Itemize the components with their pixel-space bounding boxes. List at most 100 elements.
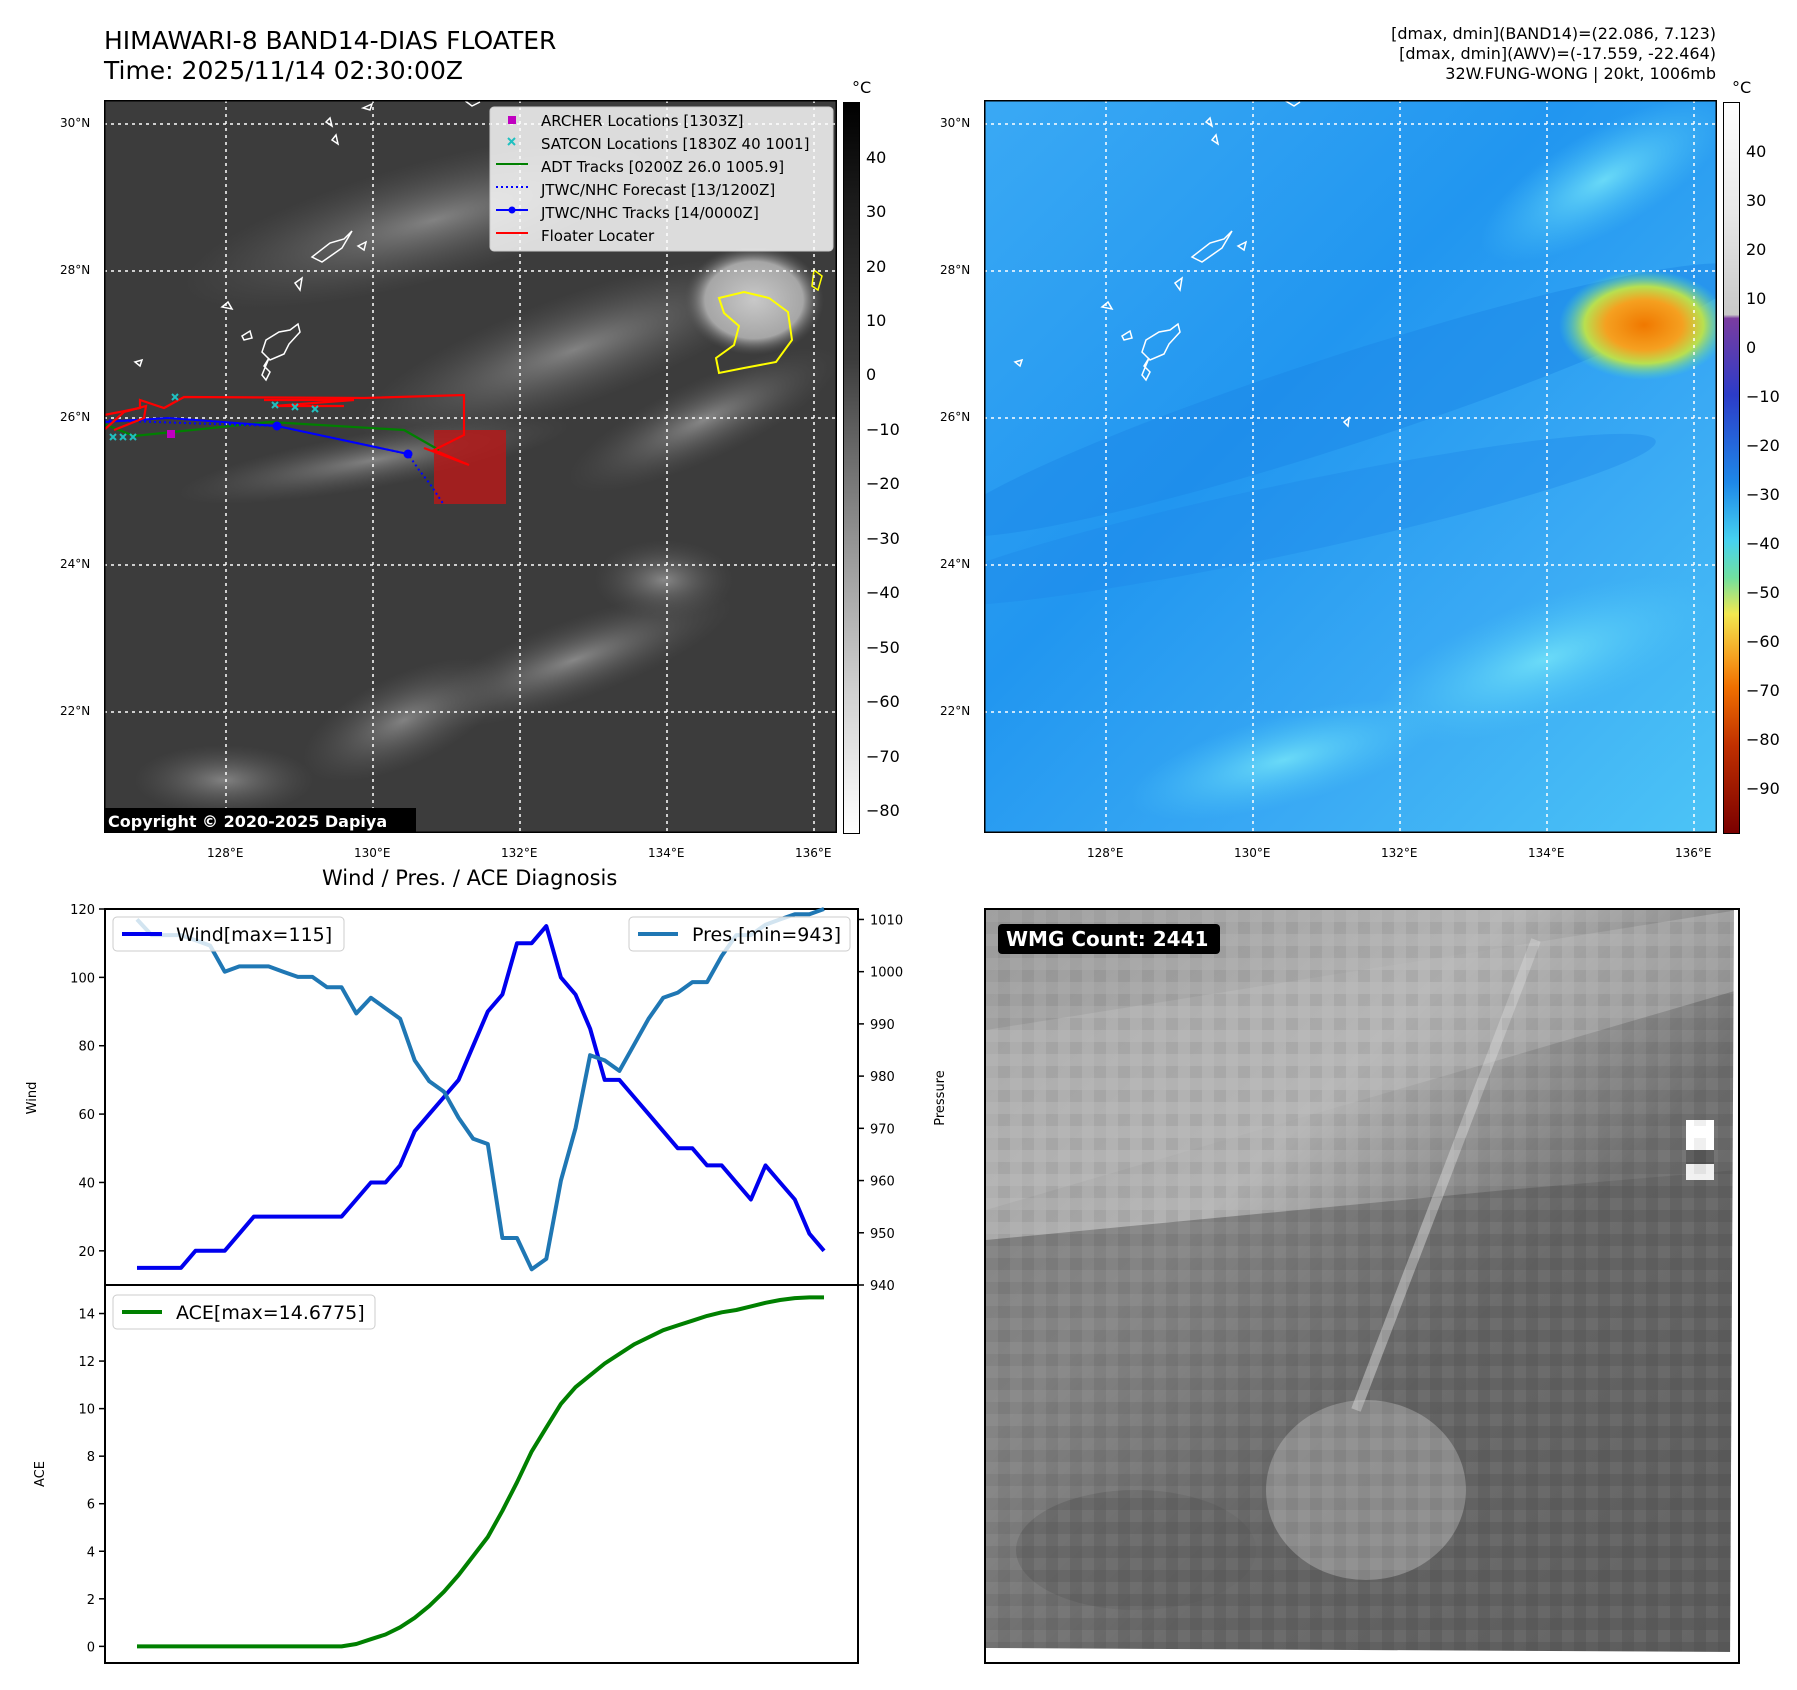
wv-tick: −20 [1746, 436, 1780, 455]
wmg-count-label: WMG Count: 2441 [1006, 927, 1208, 951]
ir-tick: −80 [866, 801, 900, 820]
ir-tick: −60 [866, 692, 900, 711]
legend-marker-track-dot [508, 206, 516, 214]
ir-colorbar-ticks: 40 30 20 10 0 −10 −20 −30 −40 −50 −60 −7… [860, 102, 920, 834]
copyright-box [104, 808, 416, 833]
archer-marker [167, 430, 175, 438]
wv-colorbar [1723, 102, 1740, 834]
ir-map-svg: Copyright © 2020-2025 Dapiya ARCHER Loca… [103, 99, 841, 833]
moist-cluster [1373, 576, 1715, 744]
ace-legend-label: ACE[max=14.6775] [176, 1302, 365, 1324]
pressure-legend-label: Pres.[min=943] [692, 924, 841, 946]
wv-tick: 40 [1746, 142, 1767, 161]
wmg-image: WMG Count: 2441 [986, 910, 1738, 1662]
cloud-cluster [302, 658, 506, 782]
lon-label: 132°E [501, 846, 538, 860]
wind-tick-label: 60 [78, 1108, 95, 1123]
lon-label: 130°E [354, 846, 391, 860]
ir-tick: 10 [866, 311, 887, 330]
wv-tick: −60 [1746, 632, 1780, 651]
wv-map-panel [912, 97, 1744, 833]
jtwc-track-point [403, 449, 413, 459]
wv-colorbar-unit: °C [1732, 78, 1752, 97]
wmg-bottom-edge [986, 1648, 1738, 1662]
ace-axes-frame [104, 1284, 859, 1664]
lon-label: 134°E [648, 846, 685, 860]
ace-tick-label: 0 [87, 1640, 95, 1655]
diagnosis-chart: 1201008060402010101000990980970960950940… [25, 903, 948, 1664]
lon-label: 128°E [207, 846, 244, 860]
adt-track [103, 420, 440, 451]
ir-map-panel: Copyright © 2020-2025 Dapiya ARCHER Loca… [103, 99, 841, 833]
lat-label: 28°N [60, 263, 91, 277]
wind-legend [112, 916, 345, 952]
ace-tick-label: 4 [87, 1545, 95, 1560]
cloud-band [357, 255, 791, 445]
wind-axis-label: Wind [25, 1082, 40, 1115]
wv-tick: 20 [1746, 240, 1767, 259]
graticule [104, 100, 837, 833]
wv-coastlines [1013, 99, 1350, 428]
pressure-legend [628, 916, 851, 952]
wind-tick-label: 40 [78, 1176, 95, 1191]
cloud-cluster [134, 745, 314, 815]
pressure-axis-label: Pressure [933, 1070, 948, 1126]
copyright-text: Copyright © 2020-2025 Dapiya [108, 812, 387, 831]
moist-cluster [1129, 699, 1439, 821]
wmg-pixel-texture [986, 910, 1738, 1662]
legend-frame [489, 106, 834, 252]
lat-label: 24°N [940, 557, 971, 571]
chart-title: HIMAWARI-8 BAND14-DIAS FLOATER [104, 26, 557, 55]
ace-legend [112, 1294, 376, 1330]
pres-tick-label: 1010 [870, 913, 903, 928]
jtwc-track-point [272, 421, 282, 431]
moist-cluster [1480, 97, 1728, 263]
jtwc-forecast [103, 419, 445, 506]
floater-locater [103, 393, 470, 467]
ir-colorbar-unit: °C [852, 78, 872, 97]
lat-label: 26°N [60, 410, 91, 424]
convection-cluster [684, 245, 824, 355]
ir-colorbar [843, 102, 860, 834]
pres-tick-label: 950 [870, 1227, 895, 1242]
lon-label: 128°E [1087, 846, 1124, 860]
wind-tick-label: 20 [78, 1245, 95, 1260]
wind-tick-label: 120 [70, 903, 95, 918]
wv-tick: 0 [1746, 338, 1757, 357]
wv-graticule [984, 100, 1717, 833]
cold-cloud-contour [811, 268, 823, 292]
series-layer [135, 907, 826, 1649]
pres-tick-label: 980 [870, 1070, 895, 1085]
lat-label: 22°N [940, 704, 971, 718]
jtwc-track [103, 416, 409, 455]
pres-tick-label: 960 [870, 1175, 895, 1190]
legend-label-track: JTWC/NHC Tracks [14/0000Z] [540, 204, 759, 222]
legend-marker-archer [508, 116, 516, 124]
lat-label: 26°N [940, 410, 971, 424]
map-legend: ARCHER Locations [1303Z] SATCON Location… [489, 106, 834, 252]
legend-marker-satcon [507, 137, 516, 146]
dry-band [944, 263, 1744, 537]
lon-label: 136°E [1675, 846, 1712, 860]
floater-box [434, 430, 506, 504]
wmg-right-edge [1730, 910, 1738, 1662]
chart-time: Time: 2025/11/14 02:30:00Z [104, 56, 463, 85]
wv-tick: 30 [1746, 191, 1767, 210]
band14-range: [dmax, dmin](BAND14)=(22.086, 7.123) [1391, 24, 1716, 43]
wv-tick: −50 [1746, 583, 1780, 602]
wind-tick-label: 80 [78, 1040, 95, 1055]
wv-tick: −80 [1746, 730, 1780, 749]
wind-pres-axes-frame [104, 908, 859, 1286]
wmg-panel: WMG Count: 2441 [984, 908, 1740, 1664]
ace-tick-label: 14 [78, 1308, 95, 1323]
ace-series-line [137, 1295, 824, 1649]
lat-label: 24°N [60, 557, 91, 571]
ir-tick: 0 [866, 365, 877, 384]
axis-ticks: 1201008060402010101000990980970960950940… [70, 903, 903, 1655]
floater-locater [103, 404, 148, 432]
pres-tick-label: 990 [870, 1018, 895, 1033]
ir-tick: 30 [866, 202, 887, 221]
wv-tick: −10 [1746, 387, 1780, 406]
floater-locater [264, 398, 355, 408]
lat-label: 22°N [60, 704, 91, 718]
